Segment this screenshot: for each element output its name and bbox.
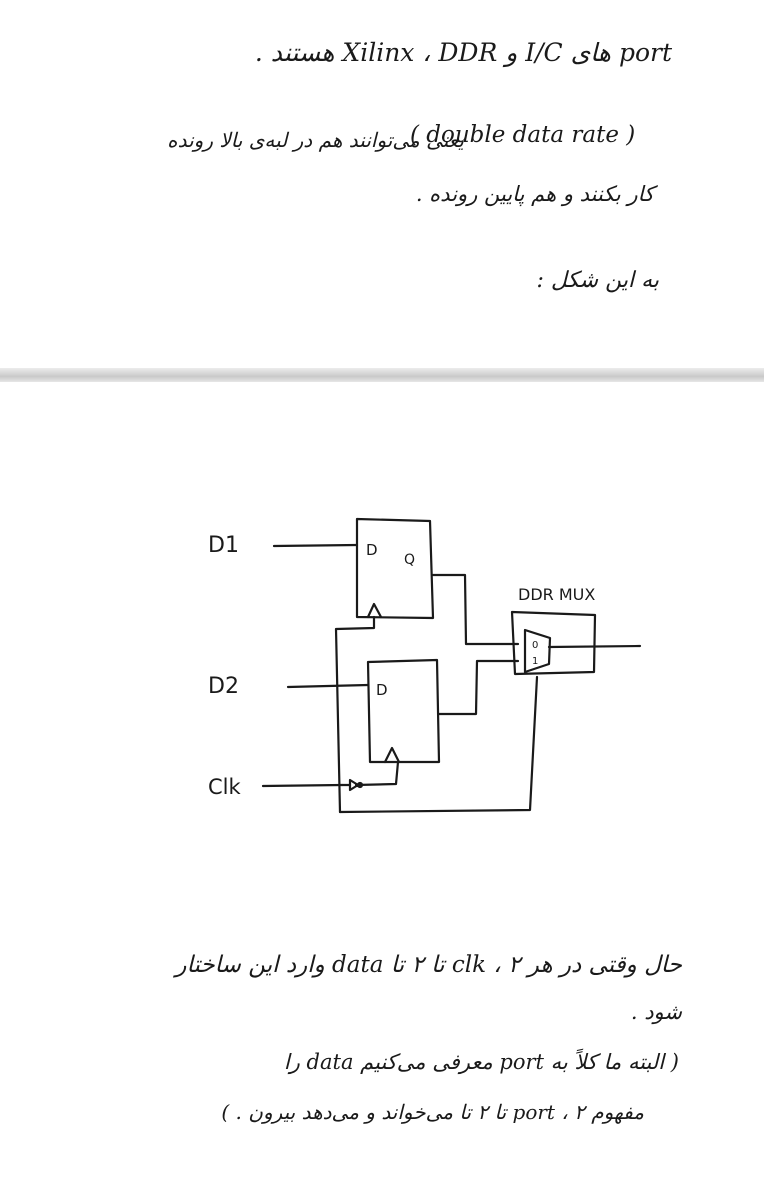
note-line-2: یعنی می‌توانند هم در لبه‌ی بالا رونده bbox=[167, 128, 464, 152]
notebook-page-1: port های I/C و Xilinx ، DDR هستند . یعنی… bbox=[0, 0, 764, 368]
page-separator bbox=[0, 368, 764, 382]
note-line-4: به این شکل : bbox=[536, 268, 659, 293]
ff1-q-label: Q bbox=[404, 552, 415, 568]
note-line-1: port های I/C و Xilinx ، DDR هستند . bbox=[254, 38, 672, 67]
ff2-clock-triangle bbox=[383, 746, 401, 764]
mux-input-0-label: 0 bbox=[532, 640, 538, 651]
ff1-q-wire bbox=[431, 573, 520, 646]
note-line-5b: شود . bbox=[630, 1000, 682, 1024]
clk-to-mux-select-wire bbox=[338, 675, 539, 814]
note-line-6: ( البته ما کلاً به port معرفی می‌کنیم da… bbox=[283, 1050, 679, 1074]
clk-label: Clk bbox=[208, 775, 241, 799]
ddr-circuit-diagram: D1 D2 Clk D Q D DDR MUX 0 1 bbox=[208, 517, 642, 814]
d1-wire bbox=[272, 543, 359, 548]
ff1-clock-triangle bbox=[366, 602, 383, 619]
mux-output-wire bbox=[547, 644, 642, 649]
mux-input-1-label: 1 bbox=[532, 656, 538, 667]
ddr-mux-box bbox=[510, 610, 597, 676]
d2-label: D2 bbox=[208, 674, 239, 699]
note-line-7: مفهوم port ، ۲ تا ۲ تا می‌خواند و می‌دهد… bbox=[221, 1100, 644, 1124]
ff2-q-wire bbox=[437, 659, 520, 716]
flip-flop-1 bbox=[355, 517, 435, 620]
ddr-mux-symbol bbox=[523, 628, 552, 674]
d2-wire bbox=[286, 683, 370, 689]
ff2-d-label: D bbox=[376, 681, 388, 699]
clk-to-ff1-wire bbox=[334, 615, 376, 814]
clk-inverter bbox=[348, 778, 364, 792]
note-line-2-paren: ( double data rate ) bbox=[410, 122, 636, 148]
clk-wire bbox=[261, 783, 344, 788]
note-line-3: کار بکنند و هم پایین رونده . bbox=[415, 182, 654, 206]
d1-label: D1 bbox=[208, 533, 239, 558]
ddr-mux-label: DDR MUX bbox=[518, 585, 595, 604]
ff1-d-label: D bbox=[366, 541, 378, 559]
clk-to-ff2-wire bbox=[340, 760, 400, 787]
notebook-page-2: D1 D2 Clk D Q D DDR MUX 0 1 حال وقتی در … bbox=[0, 382, 764, 1184]
flip-flop-2 bbox=[366, 658, 441, 764]
note-line-5: حال وقتی در هر clk ، ۲ تا ۲ تا data وارد… bbox=[175, 952, 682, 978]
